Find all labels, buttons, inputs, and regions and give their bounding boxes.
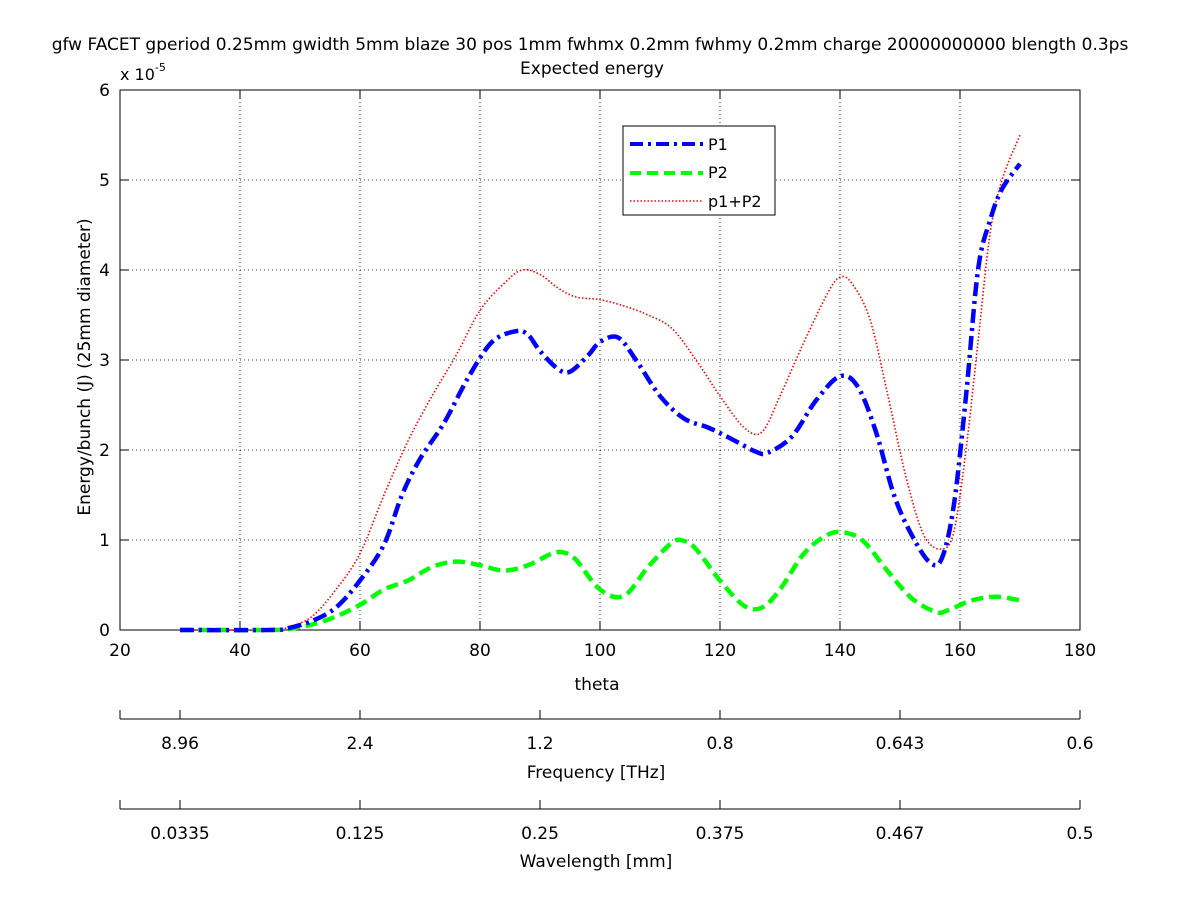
secondary-tick-label: 1.2	[526, 734, 553, 754]
secondary-tick-label: 0.0335	[150, 824, 209, 844]
y-tick-label: 6	[99, 81, 110, 101]
grid-lines	[120, 90, 1080, 630]
y-tick-label: 0	[99, 621, 110, 641]
x-tick-label: 40	[229, 641, 251, 661]
y-tick-label: 4	[99, 261, 110, 281]
x-tick-label: 140	[824, 641, 856, 661]
legend-label-p1: P1	[708, 135, 728, 154]
legend-label-p1p2: p1+P2	[708, 192, 762, 211]
secondary-tick-label: 0.6	[1066, 734, 1093, 754]
x-tick-label: 60	[349, 641, 371, 661]
y-tick-label: 5	[99, 171, 110, 191]
secondary-tick-label: 0.467	[876, 824, 925, 844]
secondary-tick-label: 2.4	[346, 734, 373, 754]
frequency-axis: 8.96 2.4 1.2 0.8 0.643 0.6 Frequency [THz]	[119, 710, 1094, 783]
legend: P1 P2 p1+P2	[622, 125, 776, 216]
series-line-3	[179, 134, 1021, 631]
wavelength-axis-label: Wavelength [mm]	[520, 852, 673, 872]
wavelength-axis-ticks: 0.0335 0.125 0.25 0.375 0.467 0.5	[119, 800, 1094, 844]
legend-label-p2: P2	[708, 163, 728, 182]
series-lines	[179, 134, 1022, 633]
secondary-tick-label: 0.8	[706, 734, 733, 754]
y-tick-label: 2	[99, 441, 110, 461]
y-tick-label: 3	[99, 351, 110, 371]
legend-box	[622, 125, 776, 216]
secondary-tick-label: 0.643	[876, 734, 925, 754]
x-axis-label: theta	[575, 675, 620, 695]
x-tick-label: 120	[704, 641, 736, 661]
secondary-tick-label: 8.96	[161, 734, 199, 754]
x-tick-label: 100	[584, 641, 616, 661]
y-tick-label: 1	[99, 531, 110, 551]
secondary-tick-label: 0.125	[336, 824, 385, 844]
wavelength-axis: 0.0335 0.125 0.25 0.375 0.467 0.5 Wavelength …	[119, 800, 1094, 872]
x-tick-label: 160	[944, 641, 976, 661]
x-tick-label: 80	[469, 641, 491, 661]
x-tick-label: 180	[1064, 641, 1096, 661]
secondary-tick-label: 0.375	[696, 824, 745, 844]
axis-ticks: 20 40 60 80 100 120 140 160 180 0 1 2 3 4 5 6	[99, 81, 1096, 661]
chart-title-line2: Expected energy	[520, 59, 664, 79]
secondary-tick-label: 0.25	[521, 824, 559, 844]
series-line-1	[179, 162, 1022, 633]
chart-title-line1: gfw FACET gperiod 0.25mm gwidth 5mm blaz…	[52, 35, 1129, 55]
y-axis-label: Energy/bunch (J) (25mm diameter)	[75, 218, 95, 515]
secondary-tick-label: 0.5	[1066, 824, 1093, 844]
y-axis-multiplier: x 10-5	[120, 61, 166, 84]
frequency-axis-ticks: 8.96 2.4 1.2 0.8 0.643 0.6	[119, 710, 1094, 754]
series-line-2	[179, 529, 1021, 633]
x-tick-label: 20	[109, 641, 131, 661]
frequency-axis-label: Frequency [THz]	[527, 763, 666, 783]
